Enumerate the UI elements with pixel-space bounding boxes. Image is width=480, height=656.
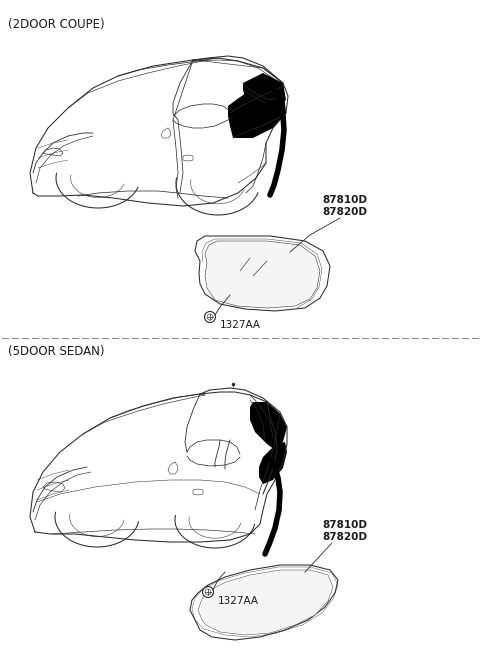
Polygon shape: [259, 442, 287, 484]
Polygon shape: [198, 570, 333, 635]
Polygon shape: [195, 236, 330, 311]
Polygon shape: [205, 241, 320, 308]
Polygon shape: [228, 83, 286, 138]
Text: 87820D: 87820D: [322, 207, 367, 217]
Circle shape: [205, 589, 211, 595]
Text: (5DOOR SEDAN): (5DOOR SEDAN): [8, 345, 105, 358]
Text: 87810D: 87810D: [322, 195, 367, 205]
Text: 1327AA: 1327AA: [220, 320, 261, 330]
Polygon shape: [243, 73, 286, 106]
Text: 87820D: 87820D: [322, 532, 367, 542]
Polygon shape: [190, 565, 338, 640]
Circle shape: [207, 314, 213, 320]
Text: (2DOOR COUPE): (2DOOR COUPE): [8, 18, 105, 31]
Text: 87810D: 87810D: [322, 520, 367, 530]
Text: 1327AA: 1327AA: [218, 596, 259, 606]
Circle shape: [204, 312, 216, 323]
Circle shape: [203, 586, 214, 598]
Polygon shape: [250, 402, 287, 450]
